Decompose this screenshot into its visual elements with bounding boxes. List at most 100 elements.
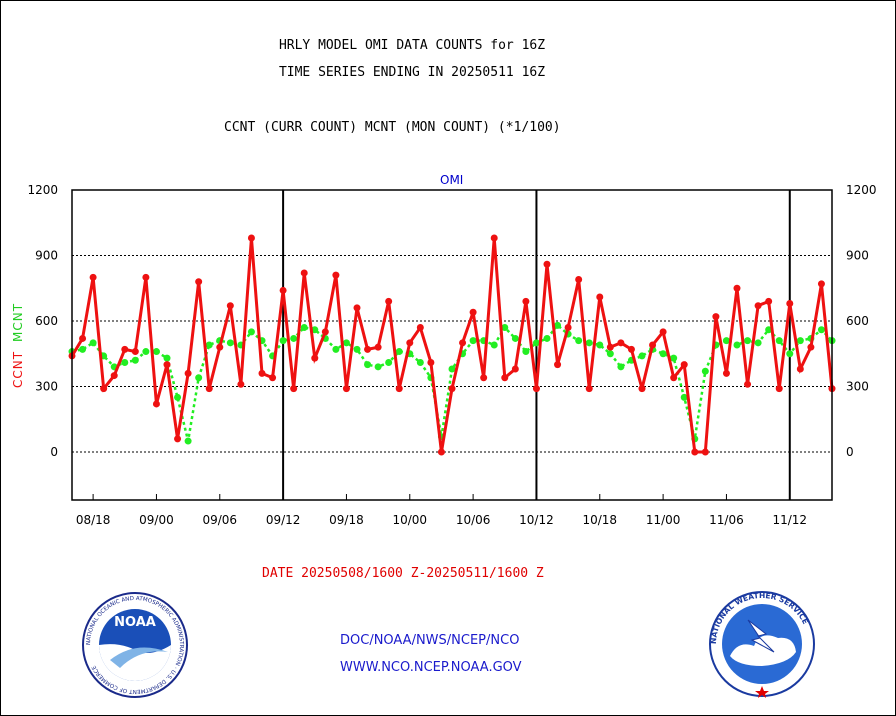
ccnt-point [585, 385, 593, 393]
mcnt-point [163, 354, 171, 362]
ccnt-point [79, 334, 87, 342]
ccnt-point [691, 448, 699, 456]
x-tick-label: 09/06 [202, 513, 237, 527]
x-tick-label: 08/18 [76, 513, 111, 527]
ccnt-point [480, 374, 488, 382]
chart-subtitle: CCNT (CURR COUNT) MCNT (MON COUNT) (*1/1… [224, 120, 561, 135]
ccnt-point [670, 374, 678, 382]
footer-url[interactable]: WWW.NCO.NCEP.NOAA.GOV [340, 660, 522, 675]
ccnt-point [427, 358, 435, 366]
mcnt-point [659, 350, 667, 358]
ccnt-point [617, 339, 625, 347]
mcnt-point [89, 339, 97, 347]
mcnt-point [374, 363, 382, 371]
nws-logo: NATIONAL WEATHER SERVICE [709, 591, 815, 698]
ccnt-point [596, 293, 604, 301]
mcnt-point [490, 341, 498, 349]
ccnt-point [511, 365, 519, 373]
x-tick-label: 10/12 [519, 513, 554, 527]
mcnt-point [131, 356, 139, 364]
date-range-label: DATE 20250508/1600 Z-20250511/1600 Z [262, 566, 544, 581]
mcnt-point [786, 350, 794, 358]
ccnt-point [754, 302, 762, 310]
mcnt-point [722, 337, 730, 345]
chart-title-line1: HRLY MODEL OMI DATA COUNTS for 16Z [278, 38, 546, 53]
noaa-logo-text: NOAA [114, 615, 156, 630]
ccnt-point [701, 448, 709, 456]
ccnt-point [142, 273, 150, 281]
mcnt-point [226, 339, 234, 347]
ccnt-point [269, 374, 277, 382]
mcnt-point [364, 361, 372, 369]
mcnt-point [121, 358, 129, 366]
mcnt-point [522, 348, 530, 356]
ccnt-point [353, 304, 361, 312]
ccnt-point [205, 385, 213, 393]
mcnt-point [596, 341, 604, 349]
ccnt-point [490, 234, 498, 242]
mcnt-point [332, 345, 340, 353]
mcnt-point [353, 345, 361, 353]
ccnt-point [216, 343, 224, 351]
y-tick-label-right: 600 [846, 314, 869, 328]
mcnt-point [385, 358, 393, 366]
ccnt-point [786, 300, 794, 308]
ccnt-point [163, 361, 171, 369]
y-tick-label-left: 900 [35, 248, 58, 262]
noaa-logo: NOAA NATIONAL OCEANIC AND ATMOSPHERIC AD… [82, 592, 188, 698]
x-tick-label: 09/12 [266, 513, 301, 527]
ccnt-point [807, 343, 815, 351]
mcnt-point [638, 352, 646, 360]
ccnt-point [532, 385, 540, 393]
ccnt-point [680, 361, 688, 369]
ccnt-point [385, 297, 393, 305]
mcnt-point [416, 358, 424, 366]
mcnt-point [511, 334, 519, 342]
ccnt-point [722, 369, 730, 377]
ccnt-point [100, 385, 108, 393]
chart-title-line2: TIME SERIES ENDING IN 20250511 16Z [278, 65, 546, 80]
mcnt-point [395, 348, 403, 356]
mcnt-point [733, 341, 741, 349]
ccnt-point [279, 286, 287, 294]
mcnt-point [532, 339, 540, 347]
ccnt-point [817, 280, 825, 288]
ccnt-point [332, 271, 340, 279]
mcnt-point [670, 354, 678, 362]
mcnt-point [247, 328, 255, 336]
ccnt-point [342, 385, 350, 393]
ccnt-point [501, 374, 509, 382]
mcnt-point [342, 339, 350, 347]
ccnt-point [311, 354, 319, 362]
mcnt-point [575, 337, 583, 345]
mcnt-point [142, 348, 150, 356]
x-tick-label: 11/06 [709, 513, 744, 527]
mcnt-point [279, 337, 287, 345]
ccnt-point [131, 348, 139, 356]
y-tick-label-right: 900 [846, 248, 869, 262]
ccnt-point [416, 324, 424, 332]
ccnt-point [543, 260, 551, 268]
mcnt-point [311, 326, 319, 334]
mcnt-point [205, 341, 213, 349]
ccnt-point [459, 339, 467, 347]
ccnt-point [247, 234, 255, 242]
ccnt-point [469, 308, 477, 316]
ccnt-point [395, 385, 403, 393]
ccnt-point [152, 400, 160, 408]
mcnt-point [606, 350, 614, 358]
ccnt-point [712, 313, 720, 321]
x-tick-label: 09/18 [329, 513, 364, 527]
mcnt-point [290, 334, 298, 342]
y-tick-label-right: 1200 [846, 183, 877, 197]
y-axis-title-mcnt: MCNT [11, 303, 25, 342]
ccnt-point [638, 385, 646, 393]
ccnt-point [437, 448, 445, 456]
ccnt-point [184, 369, 192, 377]
ccnt-point [627, 345, 635, 353]
plot-frame [71, 189, 833, 501]
mcnt-point [79, 345, 87, 353]
x-tick-label: 10/00 [392, 513, 427, 527]
time-series-chart: 0 0 300 300 600 600 900 900 1200 1200 08/18 09/00 09… [27, 183, 877, 527]
mcnt-point [817, 326, 825, 334]
